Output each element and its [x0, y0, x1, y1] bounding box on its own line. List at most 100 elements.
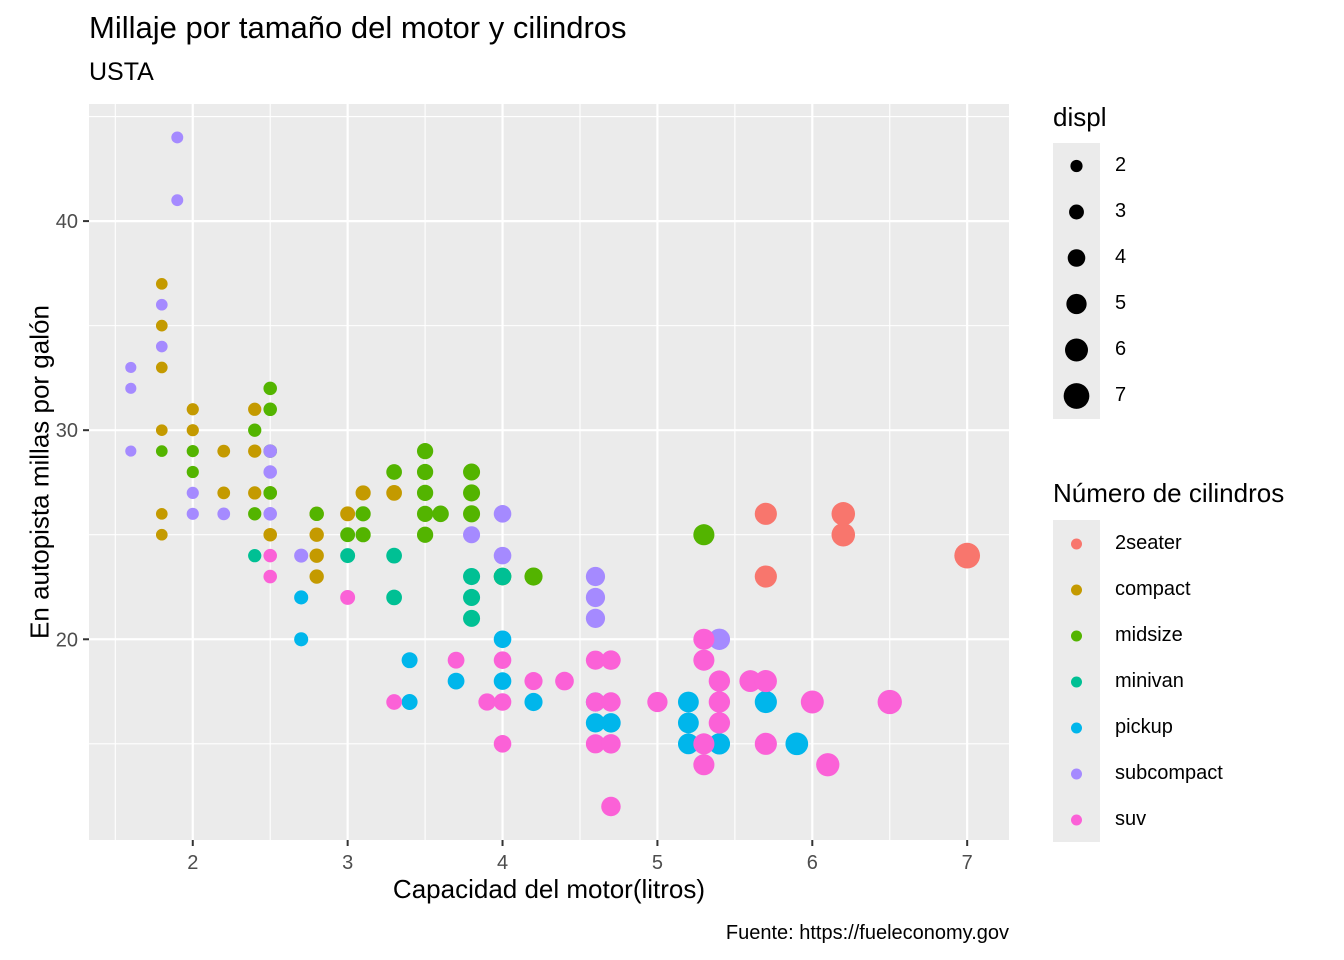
point-minivan	[386, 589, 402, 606]
point-suv	[493, 735, 512, 753]
point-subcompact	[493, 505, 512, 523]
size-legend-key	[1069, 204, 1084, 220]
point-midsize	[186, 444, 199, 458]
x-tick-label: 5	[652, 852, 663, 874]
point-compact	[155, 507, 168, 520]
color-legend-key-midsize	[1071, 630, 1082, 642]
color-legend-label: suv	[1115, 808, 1147, 830]
color-legend-key-pickup	[1071, 722, 1082, 734]
axes: 2 3 4 5 6 7 20 30 40	[56, 211, 973, 874]
chart-subtitle: USTA	[89, 58, 154, 86]
y-tick-label: 40	[56, 211, 78, 233]
point-midsize	[186, 465, 199, 479]
point-suv	[708, 670, 731, 692]
point-midsize	[263, 402, 277, 417]
point-2seater	[754, 502, 777, 525]
point-suv	[493, 651, 512, 669]
point-compact	[186, 424, 199, 437]
point-compact	[355, 485, 371, 501]
point-minivan	[463, 588, 481, 606]
size-legend-key	[1063, 383, 1090, 409]
point-minivan	[386, 547, 402, 564]
point-pickup	[524, 692, 543, 712]
point-midsize	[463, 484, 481, 502]
point-midsize	[693, 524, 715, 546]
point-2seater	[831, 522, 856, 547]
point-compact	[155, 361, 168, 374]
point-compact	[248, 486, 262, 500]
point-suv	[493, 693, 512, 711]
point-compact	[386, 485, 402, 501]
color-legend-key-suv	[1071, 814, 1082, 826]
point-pickup	[585, 713, 606, 733]
size-legend-label: 5	[1115, 292, 1127, 314]
point-midsize	[340, 527, 356, 543]
point-midsize	[263, 486, 277, 500]
size-legend-key	[1070, 159, 1083, 173]
point-midsize	[416, 526, 434, 543]
point-suv	[263, 548, 277, 563]
point-compact	[186, 403, 199, 416]
point-midsize	[355, 506, 371, 522]
point-midsize	[463, 505, 481, 523]
point-compact	[155, 319, 168, 332]
point-pickup	[294, 590, 309, 605]
point-suv	[447, 651, 465, 669]
color-legend-key-compact	[1071, 584, 1082, 596]
point-suv	[693, 733, 715, 755]
point-subcompact	[155, 298, 168, 311]
point-midsize	[463, 463, 481, 481]
point-subcompact	[125, 382, 137, 394]
x-tick-label: 3	[342, 852, 353, 874]
point-compact	[309, 527, 324, 542]
color-legend-label: 2seater	[1115, 532, 1182, 554]
point-compact	[309, 548, 324, 563]
point-subcompact	[585, 566, 606, 587]
point-suv	[708, 691, 731, 713]
point-pickup	[754, 690, 777, 714]
point-subcompact	[263, 444, 277, 458]
point-midsize	[524, 567, 543, 586]
point-suv	[478, 693, 496, 711]
point-subcompact	[186, 486, 199, 500]
x-tick-label: 6	[807, 852, 818, 874]
x-tick-label: 4	[497, 852, 508, 874]
x-tick-label: 2	[187, 852, 198, 874]
color-legend-key-subcompact	[1071, 768, 1082, 780]
point-midsize	[386, 464, 402, 480]
major-gridlines	[89, 104, 1009, 840]
point-suv	[739, 670, 762, 693]
point-suv	[524, 672, 543, 691]
point-suv	[585, 734, 606, 754]
point-suv	[585, 650, 606, 670]
point-subcompact	[171, 194, 184, 207]
point-pickup	[677, 691, 699, 713]
point-minivan	[340, 548, 356, 564]
point-compact	[155, 528, 168, 541]
point-compact	[248, 402, 262, 416]
point-subcompact	[263, 507, 277, 521]
point-minivan	[493, 567, 512, 586]
point-subcompact	[125, 445, 137, 457]
point-compact	[263, 527, 277, 542]
point-suv	[601, 796, 621, 817]
point-suv	[708, 712, 731, 734]
point-suv	[877, 689, 902, 715]
point-2seater	[831, 502, 856, 526]
point-subcompact	[585, 587, 606, 608]
y-tick-label: 30	[56, 420, 78, 442]
point-midsize	[416, 442, 434, 460]
point-pickup	[401, 694, 418, 710]
point-suv	[263, 569, 277, 584]
point-suv	[647, 691, 668, 713]
point-suv	[585, 692, 606, 712]
size-legend-key-background	[1053, 143, 1100, 419]
point-minivan	[248, 548, 262, 563]
size-legend-label: 4	[1115, 246, 1127, 268]
color-legend-label: subcompact	[1115, 762, 1223, 784]
point-subcompact	[217, 507, 231, 521]
point-compact	[248, 444, 262, 458]
x-axis-label: Capacidad del motor(litros)	[392, 874, 706, 904]
point-suv	[386, 694, 402, 710]
